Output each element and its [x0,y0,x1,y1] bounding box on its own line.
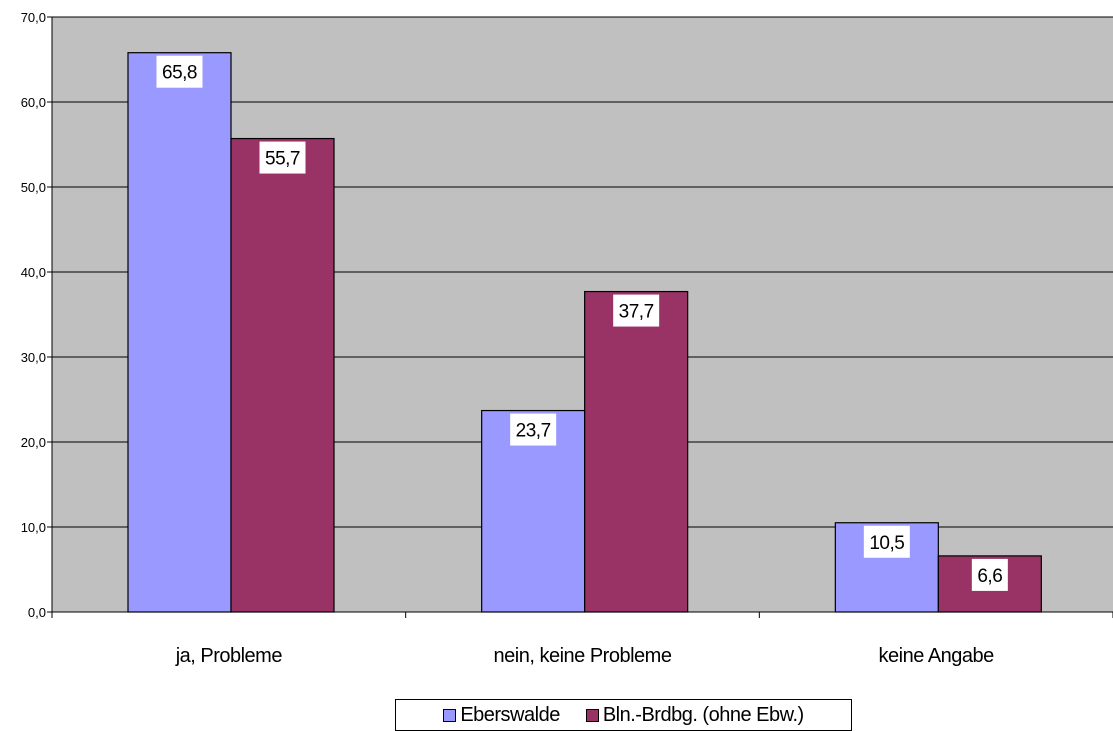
legend: Eberswalde Bln.-Brdbg. (ohne Ebw.) [395,699,852,731]
y-tick-label: 40,0 [21,265,46,280]
y-tick-label: 50,0 [21,180,46,195]
bar [230,137,335,613]
data-label-box [613,294,660,327]
legend-label-eberswalde: Eberswalde [460,703,560,726]
x-tick-label: nein, keine Probleme [494,645,672,667]
legend-label-bln-brdbg: Bln.-Brdbg. (ohne Ebw.) [602,703,804,726]
data-label: 65,8 [162,63,197,84]
data-label-box [863,525,910,558]
y-tick-label: 10,0 [21,520,46,535]
y-tick-label: 70,0 [21,10,46,25]
x-axis: ja, Probleme nein, keine Probleme keine An… [51,611,1113,667]
y-tick-label: 0,0 [28,605,46,620]
y-tick-label: 20,0 [21,435,46,450]
x-tick-label: keine Angabe [879,645,995,667]
data-label: 55,7 [265,149,300,170]
data-label-box [510,413,557,446]
legend-item-eberswalde: Eberswalde [443,704,560,727]
x-tick-label: ja, Probleme [175,645,283,667]
legend-swatch-eberswalde [443,708,457,722]
data-label: 10,5 [869,533,904,554]
data-label-box [971,558,1008,591]
y-tick-label: 30,0 [21,350,46,365]
data-label-box [156,55,203,88]
data-label: 23,7 [516,421,551,442]
data-label: 37,7 [619,302,654,323]
data-label-box [259,141,306,174]
bar [127,52,232,613]
legend-item-bln-brdbg: Bln.-Brdbg. (ohne Ebw.) [585,703,804,727]
y-tick-label: 60,0 [21,95,46,110]
data-labels: 65,8 23,7 10,5 55,7 37,7 6,6 [156,55,1008,591]
y-axis: 0,0 10,0 20,0 30,0 40,0 50,0 60,0 70,0 [21,10,53,620]
legend-swatch-bln-brdbg [585,708,599,722]
bar [584,290,689,613]
data-label: 6,6 [977,566,1002,587]
